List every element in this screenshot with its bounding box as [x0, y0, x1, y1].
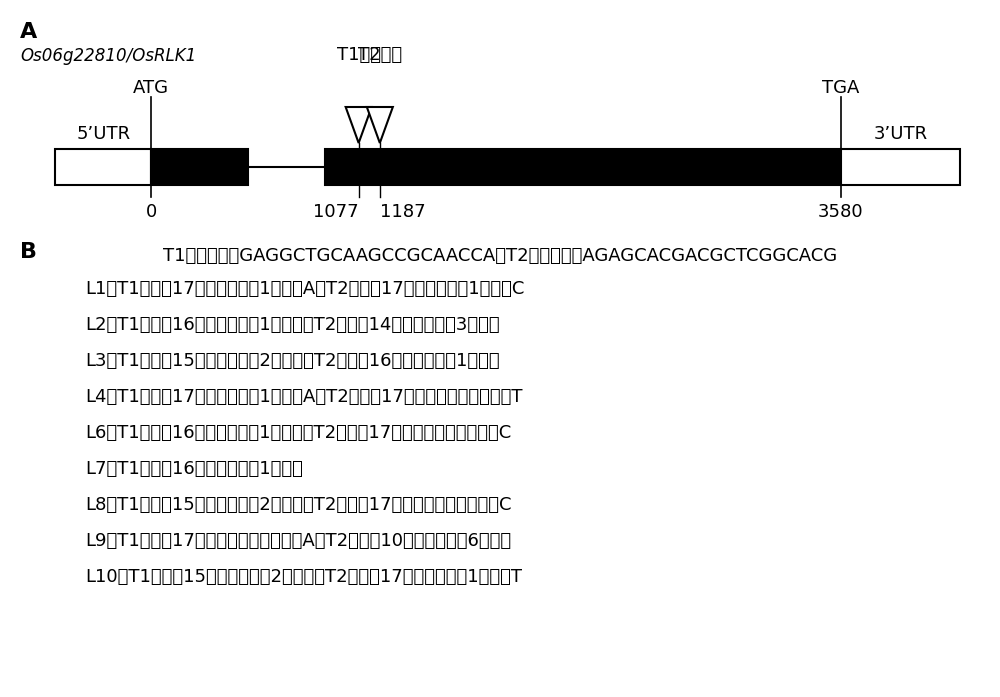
Text: T1靶点: T1靶点	[337, 46, 381, 64]
Text: ATG: ATG	[133, 79, 169, 97]
Text: Os06g22810/OsRLK1: Os06g22810/OsRLK1	[20, 47, 196, 65]
Text: B: B	[20, 242, 37, 262]
Text: L9：T1靶点皑17个碱基后插入一个碱基A；T2靶点皑10个碱基后缺失6个碱基: L9：T1靶点皑17个碱基后插入一个碱基A；T2靶点皑10个碱基后缺失6个碱基	[85, 532, 511, 550]
Text: T2靶点: T2靶点	[358, 46, 402, 64]
Text: L4：T1靶点皑17个碱基后插入1个碱基A；T2靶点皑17个碱基后插入一个碱基T: L4：T1靶点皑17个碱基后插入1个碱基A；T2靶点皑17个碱基后插入一个碱基T	[85, 388, 522, 406]
Text: 1077: 1077	[313, 203, 359, 221]
Text: T1靶点序列：GAGGCTGCAAGCCGCAACCA；T2靶点序列：AGAGCACGACGCTCGGCACG: T1靶点序列：GAGGCTGCAAGCCGCAACCA；T2靶点序列：AGAGC…	[163, 247, 837, 265]
Bar	[325, 149, 841, 185]
Text: L3：T1靶点皑15个碱基后缺失2个碱基；T2靶点皑16个碱基后缺失1个碱基: L3：T1靶点皑15个碱基后缺失2个碱基；T2靶点皑16个碱基后缺失1个碱基	[85, 352, 500, 370]
Text: L2：T1靶点皑16个碱基后缺失1个碱基；T2靶点皑14个碱基后缺失3个碱基: L2：T1靶点皑16个碱基后缺失1个碱基；T2靶点皑14个碱基后缺失3个碱基	[85, 316, 500, 334]
Text: 3’UTR: 3’UTR	[873, 125, 927, 143]
Text: L7：T1靶点皑16个碱基后缺失1个碱基: L7：T1靶点皑16个碱基后缺失1个碱基	[85, 460, 303, 478]
Text: L1：T1靶点皑17个碱基后插入1个碱基A；T2靶点皑17个碱基后插入1个碱基C: L1：T1靶点皑17个碱基后插入1个碱基A；T2靶点皑17个碱基后插入1个碱基C	[85, 280, 524, 298]
Text: 5’UTR: 5’UTR	[76, 125, 130, 143]
Polygon shape	[367, 107, 393, 143]
Text: 1187: 1187	[380, 203, 425, 221]
Text: L8：T1靶点皑15个碱基后缺失2个碱基；T2靶点皑17个碱基后插入一个碱基C: L8：T1靶点皑15个碱基后缺失2个碱基；T2靶点皑17个碱基后插入一个碱基C	[85, 496, 512, 514]
Bar	[841, 149, 960, 185]
Text: 3580: 3580	[818, 203, 863, 221]
Polygon shape	[346, 107, 372, 143]
Text: A: A	[20, 22, 37, 42]
Text: TGA: TGA	[822, 79, 859, 97]
Text: L6：T1靶点皑16个碱基后缺失1个碱基；T2靶点皑17个碱基后插入一个碱基C: L6：T1靶点皑16个碱基后缺失1个碱基；T2靶点皑17个碱基后插入一个碱基C	[85, 424, 511, 442]
Bar	[55, 149, 151, 185]
Text: 0: 0	[146, 203, 157, 221]
Bar	[151, 149, 248, 185]
Text: L10：T1靶点皑15个碱基后缺失2个碱基；T2靶点皑17个碱基后插入1个碱基T: L10：T1靶点皑15个碱基后缺失2个碱基；T2靶点皑17个碱基后插入1个碱基T	[85, 568, 522, 586]
